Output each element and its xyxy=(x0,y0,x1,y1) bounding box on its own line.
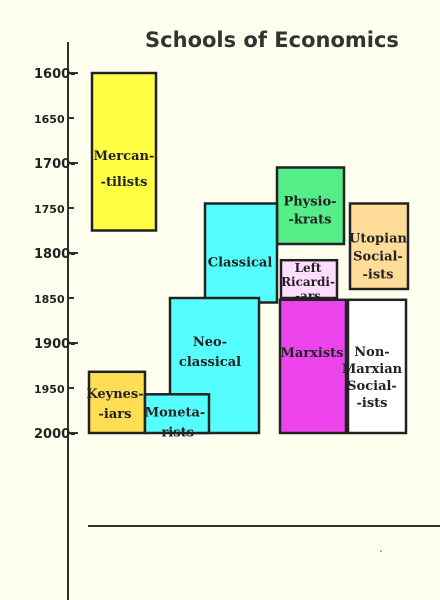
school-box-monetarists xyxy=(143,393,211,435)
school-label-line: -rists xyxy=(156,425,194,440)
school-label-line: Neo- xyxy=(193,335,227,350)
y-tick-label: 1650 xyxy=(34,113,65,126)
school-box-marxists xyxy=(278,298,348,435)
school-label-line: Social- xyxy=(347,379,397,394)
y-tick-label: 1600- xyxy=(34,67,76,82)
school-label-line: Moneta- xyxy=(145,405,206,420)
school-label-line: -tilists xyxy=(101,175,148,190)
school-non-marxian-socialists: Non- Marxian Social- -ists xyxy=(342,298,408,435)
school-label-line: Marxists xyxy=(281,346,344,361)
school-utopian-socialists: Utopian Social- -ists xyxy=(348,202,410,291)
school-box-physiokrats xyxy=(275,166,346,246)
school-label-line: -ists xyxy=(363,268,394,283)
school-label-line: Non- xyxy=(354,345,389,360)
school-label-line: Social- xyxy=(353,250,403,265)
y-tick-label: 1900- xyxy=(34,337,76,352)
school-boxes: Mercan- -tilists Physio- -krats Classical Uto… xyxy=(86,71,410,440)
school-box-left-ricardians xyxy=(279,258,339,300)
y-tick-label: 1850 xyxy=(34,293,65,306)
y-tick-label: 2000- xyxy=(34,427,76,442)
school-label-line: -iars xyxy=(99,407,132,422)
school-label-line: Ricardi- xyxy=(281,275,335,289)
school-box-mercantilists xyxy=(90,71,158,232)
y-tick-label: 1800- xyxy=(34,247,76,262)
school-label-line: -ists xyxy=(357,396,388,411)
school-label-line: Mercan- xyxy=(94,149,155,164)
school-box-keynesians xyxy=(87,370,147,435)
school-label-line: Physio- xyxy=(283,195,336,210)
school-box-classical xyxy=(203,202,279,304)
school-label-line: -krats xyxy=(289,213,332,228)
school-mercantilists: Mercan- -tilists xyxy=(90,71,158,232)
school-keynesians: Keynes- -iars xyxy=(86,370,147,435)
y-tick-label: 1950 xyxy=(34,383,65,396)
school-label-line: Marxian xyxy=(342,362,403,377)
school-box-utopian-socialists xyxy=(348,202,410,291)
y-tick-label: 1750 xyxy=(34,203,65,216)
school-label-line: Keynes- xyxy=(86,387,143,402)
school-label-line: Classical xyxy=(208,256,273,271)
stray-dot xyxy=(380,550,382,552)
school-box-non-marxian-socialists xyxy=(346,298,408,435)
school-monetarists: Moneta- -rists xyxy=(143,393,211,440)
school-label-line: classical xyxy=(179,355,241,370)
school-classical: Classical xyxy=(203,202,279,304)
school-marxists: Marxists xyxy=(278,298,348,435)
chart-title: Schools of Economics xyxy=(145,28,399,52)
school-label-line: Utopian xyxy=(349,232,407,247)
y-tick-label: 1700- xyxy=(34,157,76,172)
school-physiokrats: Physio- -krats xyxy=(275,166,346,246)
y-axis-ticks: 1600- 1650 1700- 1750 1800- 1850 1900- 1950 2000… xyxy=(34,67,78,442)
school-label-line: Left xyxy=(295,261,322,275)
